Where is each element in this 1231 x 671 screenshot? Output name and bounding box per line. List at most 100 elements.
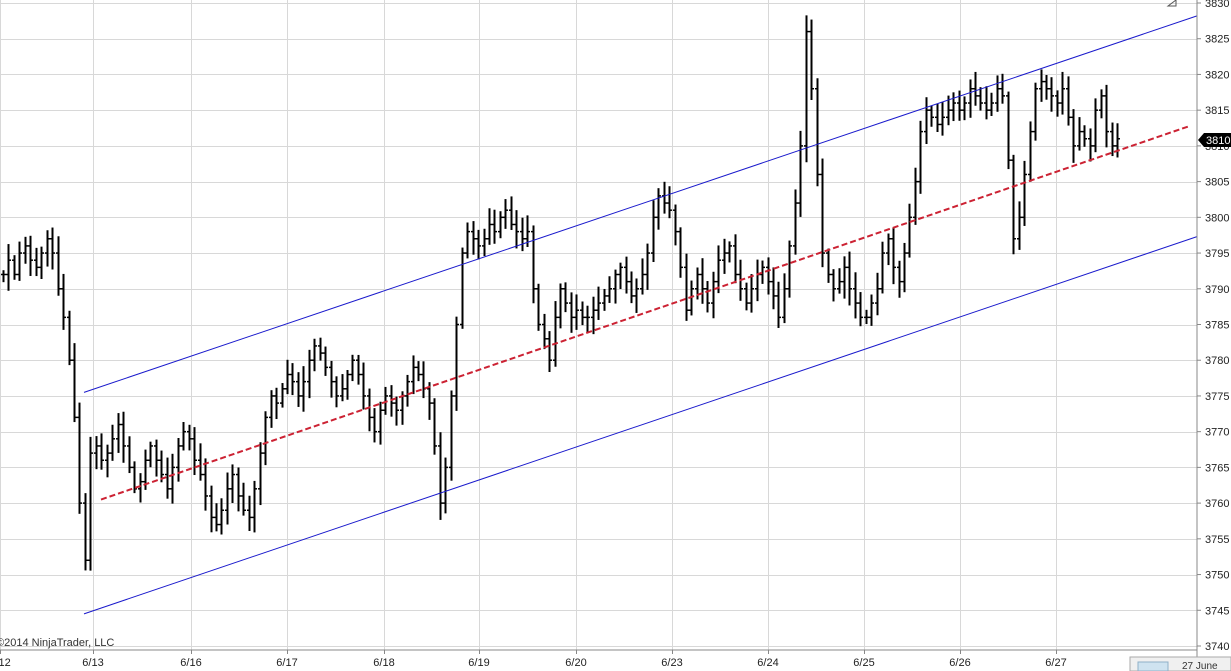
- ohlc-bar: [907, 203, 912, 258]
- ohlc-bar: [978, 87, 983, 111]
- ohlc-bar: [880, 241, 885, 294]
- ohlc-bar: [984, 86, 989, 120]
- ohlc-bar: [678, 227, 683, 278]
- ohlc-bar: [705, 281, 710, 313]
- ohlc-bar: [640, 258, 645, 295]
- x-tick-label: 6/24: [757, 657, 778, 669]
- ohlc-bar: [864, 309, 869, 325]
- ohlc-bar: [744, 282, 749, 311]
- ohlc-bar: [340, 374, 345, 402]
- ohlc-bar: [1060, 71, 1065, 115]
- channel-upper-line: [83, 15, 1198, 393]
- ohlc-bar: [869, 294, 874, 326]
- ohlc-bar: [241, 482, 246, 516]
- ohlc-bar: [1011, 154, 1016, 255]
- ohlc-bar: [946, 95, 951, 126]
- ohlc-bar: [602, 288, 607, 311]
- current-price-label: 3810: [1206, 135, 1230, 147]
- ohlc-bar: [1088, 128, 1093, 162]
- ohlc-bar: [181, 422, 186, 451]
- ohlc-bar: [651, 200, 656, 263]
- ohlc-bar: [482, 228, 487, 257]
- ohlc-bar: [230, 464, 235, 504]
- ohlc-bar: [673, 204, 678, 246]
- ohlc-bar: [1082, 125, 1087, 147]
- ohlc-bar: [531, 225, 536, 304]
- ohlc-bar: [99, 433, 104, 470]
- ohlc-bar: [88, 436, 93, 571]
- y-tick-label: 3745: [1205, 605, 1229, 617]
- ohlc-bar: [312, 338, 317, 372]
- ohlc-bar: [847, 251, 852, 306]
- ohlc-bar: [902, 242, 907, 293]
- ohlc-bar: [749, 274, 754, 313]
- y-tick-label: 3800: [1205, 212, 1229, 224]
- y-tick-label: 3740: [1205, 641, 1229, 653]
- x-tick-label: 6/19: [468, 657, 489, 669]
- regression-channel: [83, 15, 1198, 615]
- ohlc-bar: [684, 253, 689, 321]
- ohlc-bar: [476, 229, 481, 260]
- ohlc-bar: [973, 71, 978, 106]
- ohlc-bar: [6, 244, 11, 291]
- ohlc-bar: [1017, 201, 1022, 250]
- ohlc-bar: [138, 473, 143, 503]
- y-tick-label: 3825: [1205, 34, 1229, 46]
- ohlc-bar: [689, 280, 694, 316]
- ohlc-bar: [148, 441, 153, 468]
- ohlc-bar: [968, 79, 973, 118]
- ohlc-bar: [105, 444, 110, 478]
- ohlc-bar: [67, 310, 72, 366]
- ohlc-bar: [411, 355, 416, 395]
- ohlc-bar: [263, 411, 268, 466]
- ohlc-bar: [618, 262, 623, 290]
- ohlc-bar: [487, 208, 492, 245]
- ohlc-bar: [285, 359, 290, 395]
- ohlc-bar: [1099, 89, 1104, 119]
- x-tick-label: 6/25: [853, 657, 874, 669]
- ohlc-bar: [465, 222, 470, 259]
- ohlc-bar: [514, 210, 519, 249]
- y-tick-label: 3815: [1205, 105, 1229, 117]
- ohlc-bar: [989, 92, 994, 116]
- x-tick-label: 6/26: [949, 657, 970, 669]
- ohlc-bar: [935, 103, 940, 132]
- ohlc-bar: [17, 241, 22, 281]
- y-tick-label: 3830: [1205, 0, 1229, 10]
- ohlc-bar: [39, 246, 44, 279]
- ohlc-bar: [853, 272, 858, 319]
- ohlc-bar: [1110, 122, 1115, 157]
- ohlc-bar: [454, 316, 459, 411]
- x-tick-label: 6/12: [0, 657, 11, 669]
- ohlc-bar: [940, 101, 945, 136]
- y-tick-label: 3750: [1205, 570, 1229, 582]
- ohlc-bar: [842, 256, 847, 299]
- ohlc-bar: [416, 361, 421, 382]
- bottom-tab[interactable]: 27 June: [1129, 656, 1231, 671]
- ohlc-bar: [951, 92, 956, 122]
- ohlc-bar: [23, 236, 28, 264]
- ohlc-bar: [187, 424, 192, 451]
- ohlc-bar: [525, 215, 530, 247]
- ohlc-bar: [219, 498, 224, 535]
- ohlc-bar: [629, 271, 634, 304]
- ohlc-bars: [1, 15, 1120, 571]
- ohlc-bar: [875, 272, 880, 316]
- ohlc-bar: [897, 260, 902, 298]
- ohlc-bar: [323, 346, 328, 376]
- ohlc-bar: [116, 413, 121, 453]
- ohlc-bar: [258, 442, 263, 506]
- ohlc-bar: [421, 361, 426, 399]
- tab-label: 27 June: [1182, 661, 1218, 671]
- ohlc-bar: [1071, 109, 1076, 163]
- ohlc-bar: [1104, 84, 1109, 148]
- ohlc-bar: [918, 120, 923, 194]
- ohlc-bar: [269, 390, 274, 428]
- y-tick-label: 3755: [1205, 534, 1229, 546]
- ohlc-bar: [722, 238, 727, 274]
- ohlc-bar: [1028, 121, 1033, 182]
- scroll-arrow-icon[interactable]: [1166, 0, 1177, 7]
- ohlc-bar: [236, 467, 241, 512]
- ohlc-bar: [372, 408, 377, 443]
